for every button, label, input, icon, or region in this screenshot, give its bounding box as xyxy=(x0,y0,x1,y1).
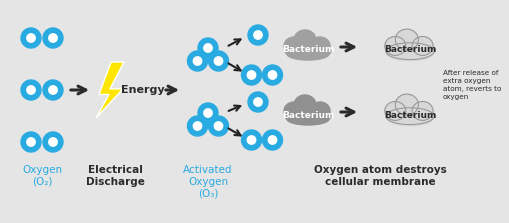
Ellipse shape xyxy=(294,95,316,115)
Text: Bacterium: Bacterium xyxy=(282,45,334,54)
Circle shape xyxy=(241,130,262,150)
Circle shape xyxy=(263,130,282,150)
Circle shape xyxy=(254,31,262,39)
Circle shape xyxy=(43,28,63,48)
Circle shape xyxy=(21,132,41,152)
Ellipse shape xyxy=(412,101,433,120)
Ellipse shape xyxy=(388,113,432,126)
Ellipse shape xyxy=(284,37,304,55)
Ellipse shape xyxy=(386,43,434,60)
Circle shape xyxy=(204,44,212,52)
Ellipse shape xyxy=(285,108,331,124)
Ellipse shape xyxy=(388,48,432,61)
Ellipse shape xyxy=(385,37,406,55)
Circle shape xyxy=(268,71,277,79)
Text: Oxygen atom destroys
cellular membrane: Oxygen atom destroys cellular membrane xyxy=(314,165,446,187)
Circle shape xyxy=(263,65,282,85)
Circle shape xyxy=(209,116,229,136)
Polygon shape xyxy=(96,62,124,118)
Ellipse shape xyxy=(395,94,418,115)
Circle shape xyxy=(247,71,256,79)
Text: Activated
Oxygen
(O₃): Activated Oxygen (O₃) xyxy=(183,165,233,198)
Circle shape xyxy=(27,34,35,42)
Circle shape xyxy=(268,136,277,144)
Circle shape xyxy=(247,136,256,144)
Ellipse shape xyxy=(385,101,406,120)
Ellipse shape xyxy=(412,37,433,55)
Text: Bacterium: Bacterium xyxy=(282,111,334,120)
Circle shape xyxy=(43,80,63,100)
Circle shape xyxy=(27,138,35,146)
Ellipse shape xyxy=(310,37,330,55)
Circle shape xyxy=(198,38,218,58)
Circle shape xyxy=(27,86,35,94)
Ellipse shape xyxy=(287,113,329,125)
Ellipse shape xyxy=(294,30,316,50)
Circle shape xyxy=(193,57,202,65)
Circle shape xyxy=(254,98,262,106)
Circle shape xyxy=(214,57,223,65)
Ellipse shape xyxy=(386,108,434,125)
Circle shape xyxy=(198,103,218,123)
Ellipse shape xyxy=(287,48,329,60)
Circle shape xyxy=(209,51,229,71)
Text: After release of extra oxygen
atom, reverts to oxygen: After release of extra oxygen atom, reve… xyxy=(443,70,501,100)
Circle shape xyxy=(43,132,63,152)
Circle shape xyxy=(187,116,208,136)
Circle shape xyxy=(21,80,41,100)
Circle shape xyxy=(248,25,268,45)
Text: Energy: Energy xyxy=(121,85,165,95)
Text: Bacterium: Bacterium xyxy=(384,111,436,120)
Circle shape xyxy=(241,65,262,85)
Ellipse shape xyxy=(285,43,331,59)
Ellipse shape xyxy=(395,29,418,50)
Text: Electrical
Discharge: Electrical Discharge xyxy=(86,165,145,187)
Ellipse shape xyxy=(310,102,330,120)
Text: Oxygen
(O₂): Oxygen (O₂) xyxy=(22,165,62,187)
Ellipse shape xyxy=(284,102,304,120)
Text: Bacterium: Bacterium xyxy=(384,45,436,54)
Circle shape xyxy=(21,28,41,48)
Circle shape xyxy=(49,86,57,94)
Circle shape xyxy=(187,51,208,71)
Circle shape xyxy=(214,122,223,130)
Circle shape xyxy=(248,92,268,112)
Circle shape xyxy=(49,138,57,146)
Circle shape xyxy=(204,109,212,117)
Circle shape xyxy=(49,34,57,42)
Circle shape xyxy=(193,122,202,130)
